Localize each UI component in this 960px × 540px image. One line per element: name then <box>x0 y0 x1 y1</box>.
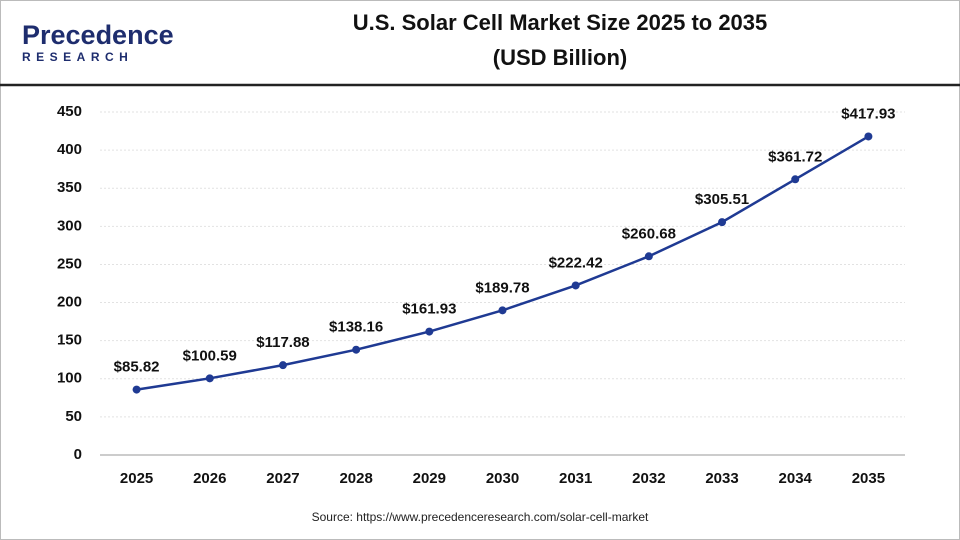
value-label: $189.78 <box>475 279 529 296</box>
x-tick-label: 2026 <box>193 470 226 487</box>
x-tick-label: 2032 <box>632 470 665 487</box>
logo: Precedence RESEARCH <box>22 20 174 64</box>
point <box>205 374 214 383</box>
x-tick-label: 2033 <box>705 470 738 487</box>
point <box>791 175 800 184</box>
value-label: $138.16 <box>329 319 383 336</box>
logo-name: Precedence <box>22 20 174 50</box>
y-tick-label: 450 <box>57 103 82 120</box>
y-tick-label: 350 <box>57 179 82 196</box>
point <box>864 132 873 141</box>
point <box>352 345 361 354</box>
chart-subtitle: (USD Billion) <box>493 45 627 70</box>
value-label: $305.51 <box>695 191 749 208</box>
value-label: $85.82 <box>114 359 160 376</box>
y-tick-label: 100 <box>57 370 82 387</box>
value-label: $100.59 <box>183 347 237 364</box>
source: Source: https://www.precedenceresearch.c… <box>312 510 649 524</box>
x-tick-label: 2028 <box>339 470 372 487</box>
x-tick-label: 2029 <box>413 470 446 487</box>
point <box>571 281 580 290</box>
y-tick-label: 150 <box>57 332 82 349</box>
point <box>278 361 287 370</box>
value-label: $222.42 <box>549 254 603 271</box>
x-tick-label: 2025 <box>120 470 153 487</box>
y-tick-label: 200 <box>57 294 82 311</box>
point <box>644 252 653 261</box>
y-tick-label: 250 <box>57 255 82 272</box>
x-tick-label: 2027 <box>266 470 299 487</box>
point <box>718 218 727 227</box>
x-tick-label: 2031 <box>559 470 592 487</box>
value-label: $417.93 <box>841 105 895 122</box>
value-label: $260.68 <box>622 225 676 242</box>
x-tick-label: 2030 <box>486 470 519 487</box>
y-tick-label: 50 <box>65 408 82 425</box>
value-label: $161.93 <box>402 301 456 318</box>
y-tick-label: 400 <box>57 141 82 158</box>
x-tick-label: 2034 <box>779 470 813 487</box>
y-tick-label: 0 <box>74 446 82 463</box>
y-tick-label: 300 <box>57 217 82 234</box>
point <box>132 385 141 394</box>
logo-tagline: RESEARCH <box>22 50 133 64</box>
point <box>498 306 507 315</box>
point <box>425 327 434 336</box>
x-tick-label: 2035 <box>852 470 885 487</box>
value-label: $117.88 <box>256 334 309 351</box>
value-label: $361.72 <box>768 148 822 165</box>
chart-title: U.S. Solar Cell Market Size 2025 to 2035 <box>353 10 768 35</box>
